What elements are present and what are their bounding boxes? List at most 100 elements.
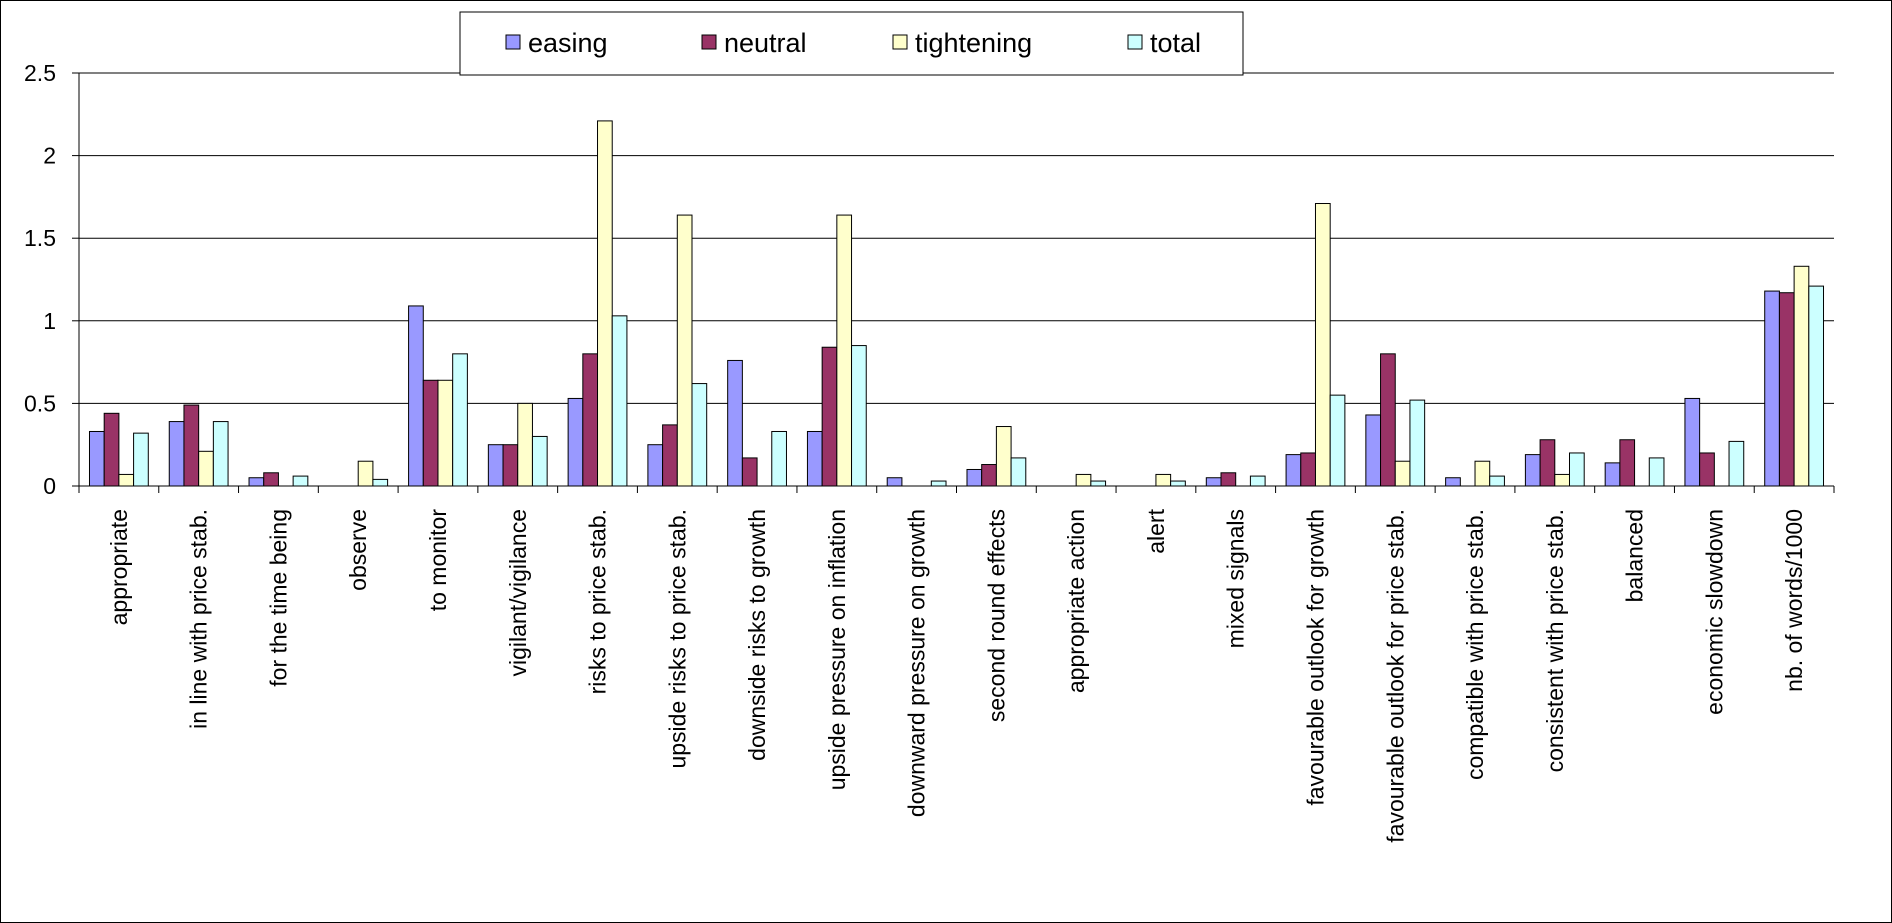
bar-neutral	[582, 353, 599, 487]
x-tick-label: upside pressure on inflation	[824, 509, 850, 790]
bar-easing	[1604, 462, 1621, 487]
y-tick-label: 1.5	[24, 225, 56, 251]
bar-easing	[408, 305, 424, 487]
x-tick-label: risks to price stab.	[585, 509, 611, 694]
legend-swatch-neutral	[701, 34, 717, 50]
bar-neutral	[1380, 353, 1396, 487]
bar-easing	[647, 444, 664, 487]
bar-tightening	[995, 426, 1012, 487]
bar-tightening	[118, 473, 135, 487]
bar-tightening	[597, 120, 613, 487]
bar-tightening	[1394, 460, 1411, 487]
bar-tightening	[1314, 203, 1331, 487]
bar-easing	[88, 430, 105, 487]
bar-easing	[1205, 477, 1222, 487]
bar-total	[1728, 440, 1745, 487]
bar-tightening	[1474, 460, 1491, 487]
bar-total	[1329, 394, 1346, 487]
x-tick-label: downward pressure on growth	[904, 509, 930, 817]
legend-swatch-tightening	[892, 34, 908, 50]
bar-total	[1090, 480, 1107, 487]
bar-total	[1568, 452, 1585, 487]
bar-neutral	[981, 464, 997, 487]
legend-label-easing: easing	[528, 28, 608, 58]
y-tick-label: 2	[43, 143, 56, 169]
y-tick-label: 1	[43, 308, 56, 334]
bar-easing	[806, 430, 823, 487]
bar-tightening	[1155, 473, 1172, 487]
bar-neutral	[1300, 452, 1316, 487]
bar-easing	[487, 444, 504, 487]
bar-neutral	[502, 444, 519, 487]
bar-easing	[966, 468, 983, 487]
bar-total	[1489, 475, 1505, 487]
bar-total	[372, 478, 389, 487]
x-tick-label: nb. of words/1000	[1781, 509, 1807, 692]
bar-tightening	[676, 214, 693, 487]
bar-total	[1249, 475, 1266, 487]
y-tick-label: 2.5	[24, 60, 56, 86]
bar-easing	[1764, 290, 1780, 487]
bar-tightening	[517, 402, 533, 487]
x-tick-label: economic slowdown	[1701, 509, 1727, 715]
x-tick-label: alert	[1143, 508, 1169, 553]
bar-total	[1648, 457, 1665, 487]
x-axis: appropriate in line with price stab. for t…	[78, 485, 1835, 843]
y-axis: 0 0.5 1 1.5 2 2.5	[24, 60, 80, 499]
x-tick-label: observe	[345, 509, 371, 591]
bar-total	[1010, 457, 1027, 487]
bar-easing	[1285, 454, 1302, 487]
bar-tightening	[1554, 473, 1570, 487]
bar-neutral	[103, 412, 120, 487]
legend-box	[459, 11, 1244, 76]
bar-easing	[567, 397, 584, 487]
bar-total	[851, 345, 867, 487]
bar-tightening	[198, 450, 214, 487]
x-tick-label: downside risks to growth	[744, 509, 770, 761]
bar-easing	[727, 359, 743, 487]
bar-easing	[1365, 414, 1382, 487]
bar-neutral	[662, 424, 678, 487]
bar-tightening	[437, 379, 454, 487]
bar-tightening	[1793, 265, 1810, 487]
x-tick-label: to monitor	[425, 509, 451, 612]
bar-total	[212, 421, 229, 487]
bar-easing	[168, 421, 185, 487]
legend: easing neutral tightening total	[459, 11, 1244, 76]
x-tick-label: favourable outlook for price stab.	[1382, 509, 1408, 843]
bar-easing	[1445, 477, 1461, 487]
bar-easing	[886, 477, 903, 487]
x-tick-label: upside risks to price stab.	[664, 509, 690, 769]
y-tick-label: 0.5	[24, 390, 56, 416]
bar-total	[771, 430, 787, 487]
bar-total	[611, 315, 628, 487]
x-tick-label: consistent with price stab.	[1542, 509, 1568, 772]
bar-total	[691, 383, 708, 487]
bar-neutral	[183, 404, 200, 487]
bar-neutral	[1220, 472, 1237, 487]
legend-label-tightening: tightening	[915, 28, 1032, 58]
x-tick-label: vigilant/vigilance	[505, 509, 531, 676]
bar-easing	[248, 477, 265, 487]
bar-total	[1808, 285, 1825, 487]
bar-neutral	[1778, 292, 1795, 487]
x-tick-label: appropriate action	[1063, 509, 1089, 693]
bar-total	[292, 475, 309, 487]
x-tick-label: appropriate	[106, 509, 132, 625]
legend-swatch-easing	[505, 34, 521, 50]
bar-total	[531, 435, 548, 487]
x-tick-label: mixed signals	[1223, 509, 1249, 648]
bar-neutral	[1619, 439, 1636, 487]
bar-neutral	[741, 457, 758, 487]
x-tick-label: in line with price stab.	[186, 509, 212, 729]
bar-neutral	[263, 472, 279, 487]
bar-tightening	[357, 460, 374, 487]
bar-neutral	[1699, 452, 1715, 487]
bar-easing	[1684, 397, 1701, 487]
x-tick-label: balanced	[1622, 509, 1648, 602]
bar-total	[452, 353, 468, 487]
bar-easing	[1524, 454, 1541, 487]
bar-neutral	[422, 379, 439, 487]
